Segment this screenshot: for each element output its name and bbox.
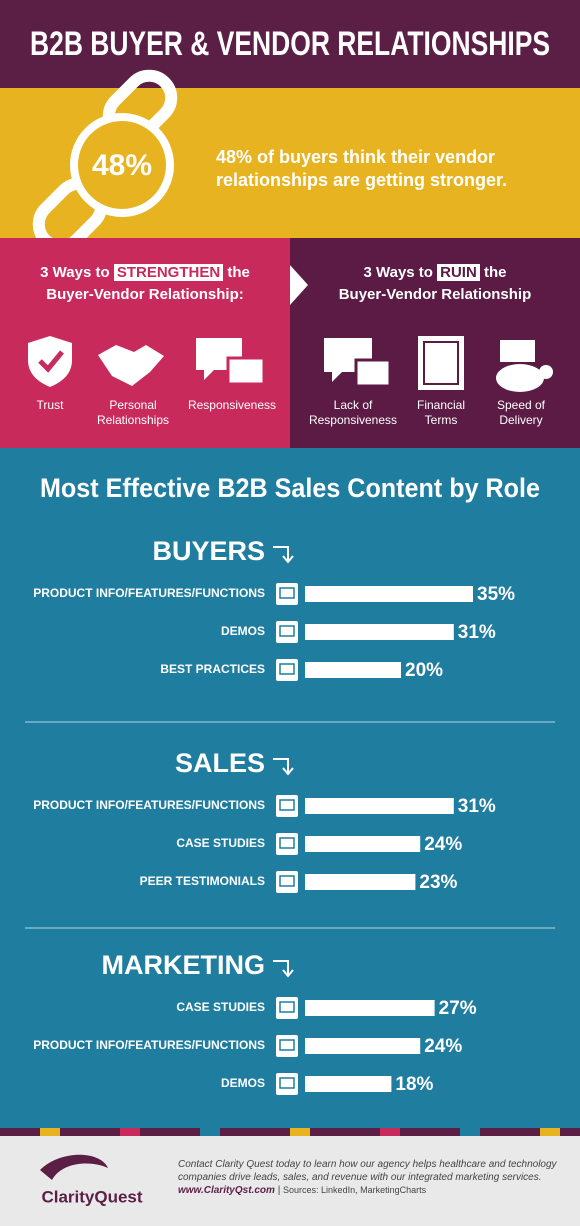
chart-title: SALES — [175, 748, 265, 778]
bar — [305, 662, 401, 678]
subtitle: Buyer-Vendor Relationship: — [46, 286, 244, 303]
content-icon-detail — [279, 663, 295, 675]
bar — [305, 1000, 435, 1016]
turtle-icon — [496, 364, 544, 392]
section-title: Most Effective B2B Sales Content by Role — [40, 473, 540, 503]
footer-sources: Sources: LinkedIn, MarketingCharts — [283, 1185, 427, 1195]
title-highlight: RUIN — [437, 264, 480, 281]
footer-text: Contact Clarity Quest today to learn how… — [178, 1159, 557, 1196]
trust-icon — [28, 336, 72, 387]
chart-band — [0, 448, 580, 1128]
color-stripe — [0, 1128, 580, 1136]
chat-icon — [226, 356, 266, 386]
category-label: PEER TESTIMONIALS — [140, 874, 265, 888]
title-part: the — [227, 264, 250, 281]
chart-title: BUYERS — [152, 536, 265, 566]
value-label: 35% — [477, 584, 515, 605]
item-label: Lack of Responsiveness — [308, 398, 398, 427]
content-icon-detail — [279, 837, 295, 849]
footer-body: Contact Clarity Quest today to learn how… — [178, 1159, 557, 1183]
content-icon-detail — [279, 587, 295, 599]
value-label: 31% — [458, 796, 496, 817]
footer-band — [0, 1136, 580, 1226]
box-icon — [500, 340, 535, 362]
category-label: BEST PRACTICES — [160, 662, 265, 676]
header-band — [0, 0, 580, 88]
category-label: PRODUCT INFO/FEATURES/FUNCTIONS — [33, 586, 265, 600]
value-label: 24% — [424, 834, 462, 855]
title-part: 3 Ways to — [40, 264, 110, 281]
ruin-title: 3 Ways to RUIN the Buyer-Vendor Relations… — [300, 262, 570, 306]
stat-text: 48% of buyers think their vendor relatio… — [216, 147, 508, 190]
bar — [305, 1076, 392, 1092]
content-icon-detail — [279, 1039, 295, 1051]
handshake-icon — [98, 345, 164, 386]
subtitle: Buyer-Vendor Relationship — [338, 286, 532, 303]
chat-icon — [354, 358, 392, 388]
value-label: 27% — [439, 998, 477, 1019]
trust-check — [38, 350, 64, 373]
item-label: Responsiveness — [187, 398, 277, 412]
chat-tail — [204, 370, 214, 380]
title-part: 3 Ways to — [363, 264, 433, 281]
strengthen-title: 3 Ways to STRENGTHEN the Buyer-Vendor Rel… — [10, 262, 280, 306]
bar — [305, 624, 454, 640]
turtle-head — [539, 365, 553, 379]
content-icon-detail — [279, 1077, 295, 1089]
document-icon — [418, 336, 464, 390]
content-icon-detail — [279, 799, 295, 811]
title-highlight: STRENGTHEN — [113, 264, 224, 281]
value-label: 18% — [395, 1074, 433, 1095]
content-icon-detail — [279, 875, 295, 887]
item-label: Speed of Delivery — [496, 398, 546, 427]
title: B2B BUYER & VENDOR RELATIONSHIPS — [30, 25, 550, 63]
category-label: PRODUCT INFO/FEATURES/FUNCTIONS — [33, 1038, 265, 1052]
bar — [305, 836, 421, 852]
item-label: Trust — [36, 398, 64, 412]
content-icon-detail — [279, 625, 295, 637]
stat-value: 48% — [92, 149, 152, 182]
item-label: Financial Terms — [416, 398, 466, 427]
chat-tail — [332, 372, 342, 382]
value-label: 31% — [458, 622, 496, 643]
category-label: PRODUCT INFO/FEATURES/FUNCTIONS — [33, 798, 265, 812]
value-label: 24% — [424, 1036, 462, 1057]
value-label: 20% — [405, 660, 443, 681]
content-icon-detail — [279, 1001, 295, 1013]
title-part: the — [483, 264, 507, 281]
category-label: DEMOS — [221, 624, 265, 638]
bar — [305, 1038, 421, 1054]
logo-mark — [40, 1154, 108, 1180]
document-border — [423, 341, 459, 385]
item-label: Personal Relationships — [96, 398, 170, 427]
arrow-icon — [273, 960, 294, 978]
value-label: 23% — [419, 872, 457, 893]
logo: ClarityQuest — [41, 1187, 142, 1206]
category-label: CASE STUDIES — [176, 836, 265, 850]
chart-title: MARKETING — [102, 950, 266, 980]
footer-url: www.ClarityQst.com — [178, 1185, 275, 1196]
arrow-icon — [273, 546, 294, 564]
category-label: CASE STUDIES — [176, 1000, 265, 1014]
bar — [305, 874, 416, 890]
bar — [305, 798, 454, 814]
category-label: DEMOS — [221, 1076, 265, 1090]
stat-circle — [70, 113, 174, 217]
bar — [305, 586, 473, 602]
arrow-icon — [273, 758, 294, 776]
